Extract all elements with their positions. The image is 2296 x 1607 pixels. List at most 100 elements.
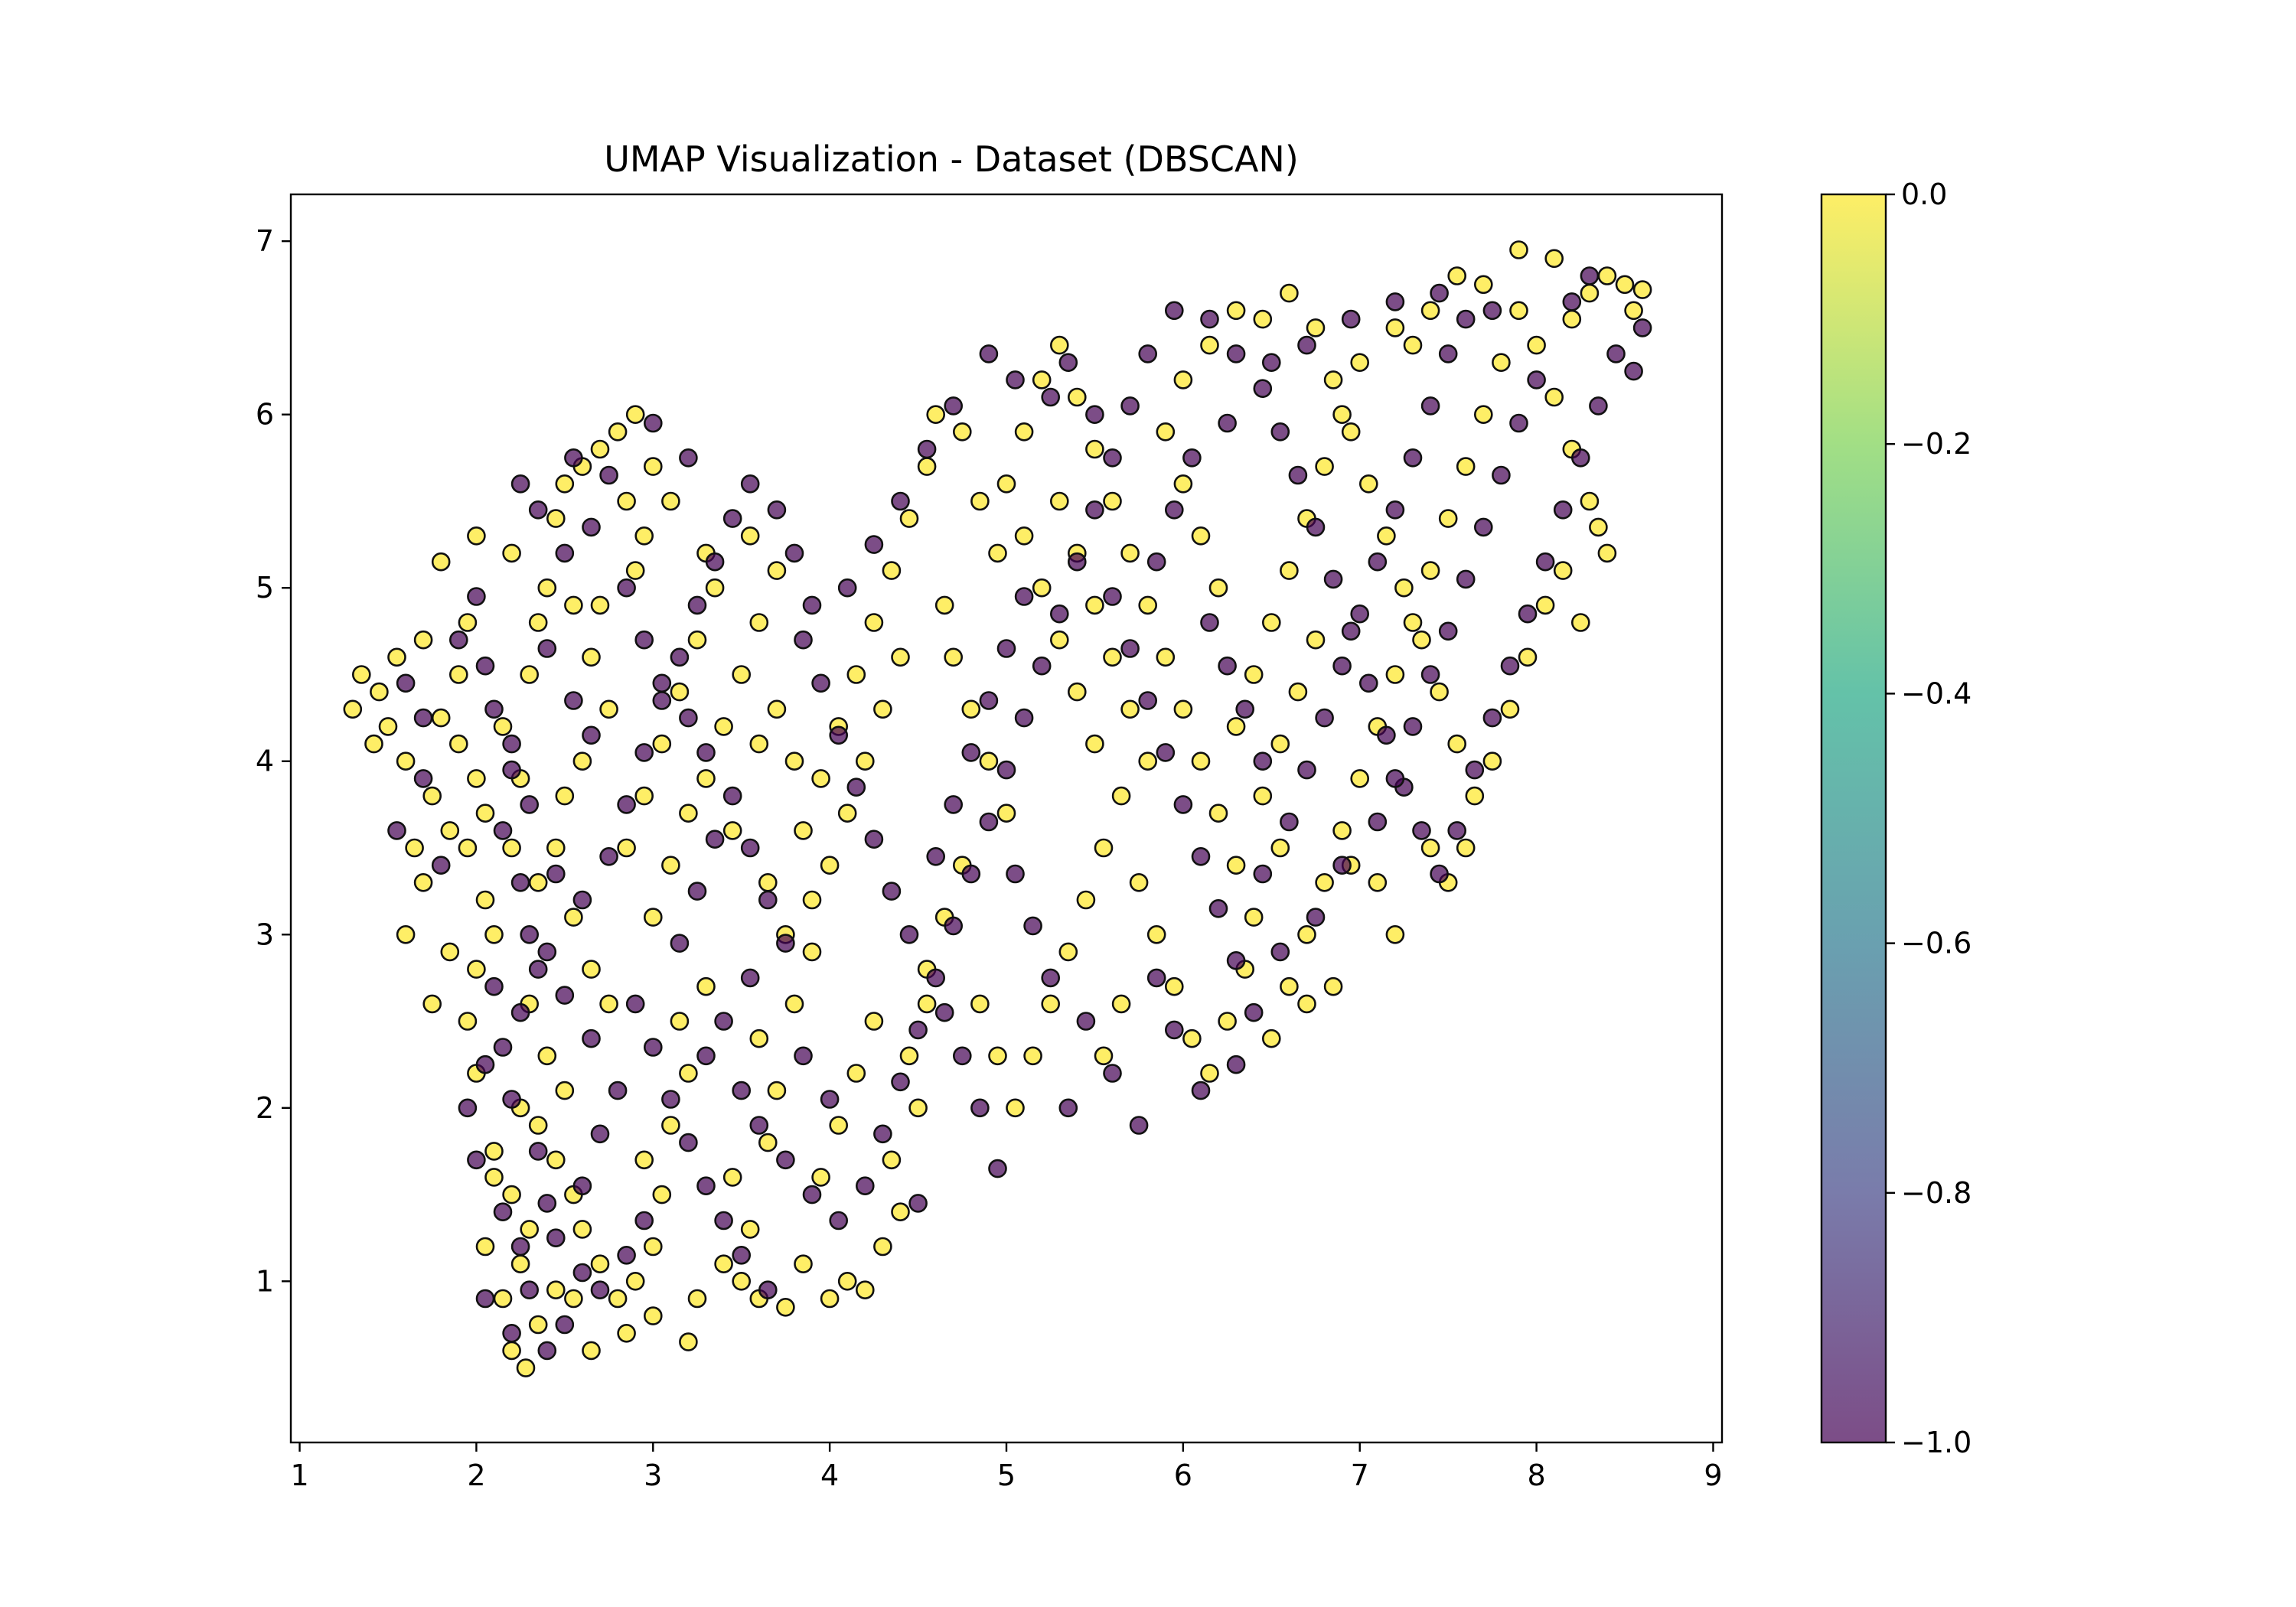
scatter-point [1420,301,1440,321]
scatter-point [899,1046,919,1066]
scatter-point [1297,994,1316,1014]
scatter-point [520,1220,540,1239]
scatter-point [625,405,645,425]
scatter-point [1456,569,1476,589]
scatter-point [510,1254,530,1273]
scatter-point [1341,621,1361,641]
scatter-point [776,1298,795,1317]
scatter-point [732,1246,752,1265]
scatter-point [572,751,592,771]
scatter-point [1173,699,1193,719]
scatter-point [1006,1098,1025,1118]
scatter-point [1482,301,1502,321]
scatter-point [520,925,540,944]
scatter-point [1306,630,1326,650]
scatter-point [970,491,990,511]
scatter-point [661,491,680,511]
scatter-point [1447,734,1466,754]
scatter-point [891,491,910,511]
scatter-point [1482,751,1502,771]
x-axis: 1 2 3 4 5 6 7 8 9 [290,1442,1723,1492]
scatter-point [1403,335,1423,355]
colorbar-tick-label: −0.8 [1901,1176,1971,1210]
scatter-point [970,994,990,1014]
scatter-point [1438,509,1458,528]
scatter-point [1146,552,1166,572]
scatter-point [705,552,725,572]
scatter-point [1085,595,1104,615]
scatter-point [829,725,848,745]
scatter-point [582,647,601,667]
scatter-point [422,994,442,1014]
scatter-point [493,821,513,840]
scatter-point [1368,552,1388,572]
scatter-point [467,769,486,788]
scatter-point [670,934,690,953]
scatter-point [979,344,999,363]
scatter-point [1377,725,1396,745]
scatter-point [1341,309,1361,329]
scatter-point [882,561,902,580]
scatter-point [1050,604,1069,624]
scatter-point [1111,786,1131,806]
scatter-point [722,509,742,528]
scatter-point [1589,396,1608,416]
scatter-point [1624,301,1643,321]
scatter-point [1103,587,1122,606]
scatter-point [1403,448,1423,468]
scatter-point [740,1220,760,1239]
scatter-point [882,882,902,901]
scatter-point [1165,301,1184,321]
scatter-point [564,595,583,615]
scatter-point [732,665,752,684]
scatter-point [1226,951,1246,970]
scatter-point [802,890,822,910]
scatter-point [405,838,424,858]
scatter-point [776,934,795,953]
scatter-point [837,1272,857,1291]
scatter-point [590,439,610,459]
scatter-point [1226,301,1246,321]
scatter-point [343,699,363,719]
scatter-point [458,1098,478,1118]
scatter-point [1023,1046,1042,1066]
scatter-point [1200,309,1219,329]
scatter-point [934,1002,954,1022]
scatter-point [1058,1098,1078,1118]
scatter-point [413,708,433,728]
scatter-point [458,613,478,632]
scatter-point [502,543,521,563]
colorbar-tick-label: −0.4 [1901,676,1971,710]
scatter-point [1085,500,1104,520]
scatter-point [1262,613,1281,632]
scatter-point [1323,370,1343,390]
scatter-point [873,1124,892,1144]
scatter-point [1138,691,1157,710]
scatter-point [1589,517,1608,537]
scatter-point [1138,595,1157,615]
colorbar-tick-label: 0.0 [1901,178,1947,211]
scatter-point [908,1194,928,1213]
scatter-point [899,509,919,528]
scatter-point [802,1185,822,1204]
scatter-point [1624,361,1643,381]
scatter-point [767,561,787,580]
scatter-point [1191,526,1211,546]
scatter-point [1297,760,1316,780]
scatter-point [440,821,460,840]
scatter-point [1270,734,1290,754]
scatter-point [1085,439,1104,459]
scatter-point [1509,301,1528,321]
scatter-point [1032,370,1052,390]
scatter-point [1076,1012,1096,1031]
scatter-point [537,942,557,962]
scatter-point [926,405,945,425]
scatter-point [643,413,663,433]
scatter-point [732,1272,752,1291]
scatter-point [1200,1064,1219,1083]
scatter-point [608,1081,628,1100]
scatter-point [670,682,690,702]
scatter-point [820,856,840,875]
scatter-point [988,543,1007,563]
scatter-point [1368,812,1388,832]
